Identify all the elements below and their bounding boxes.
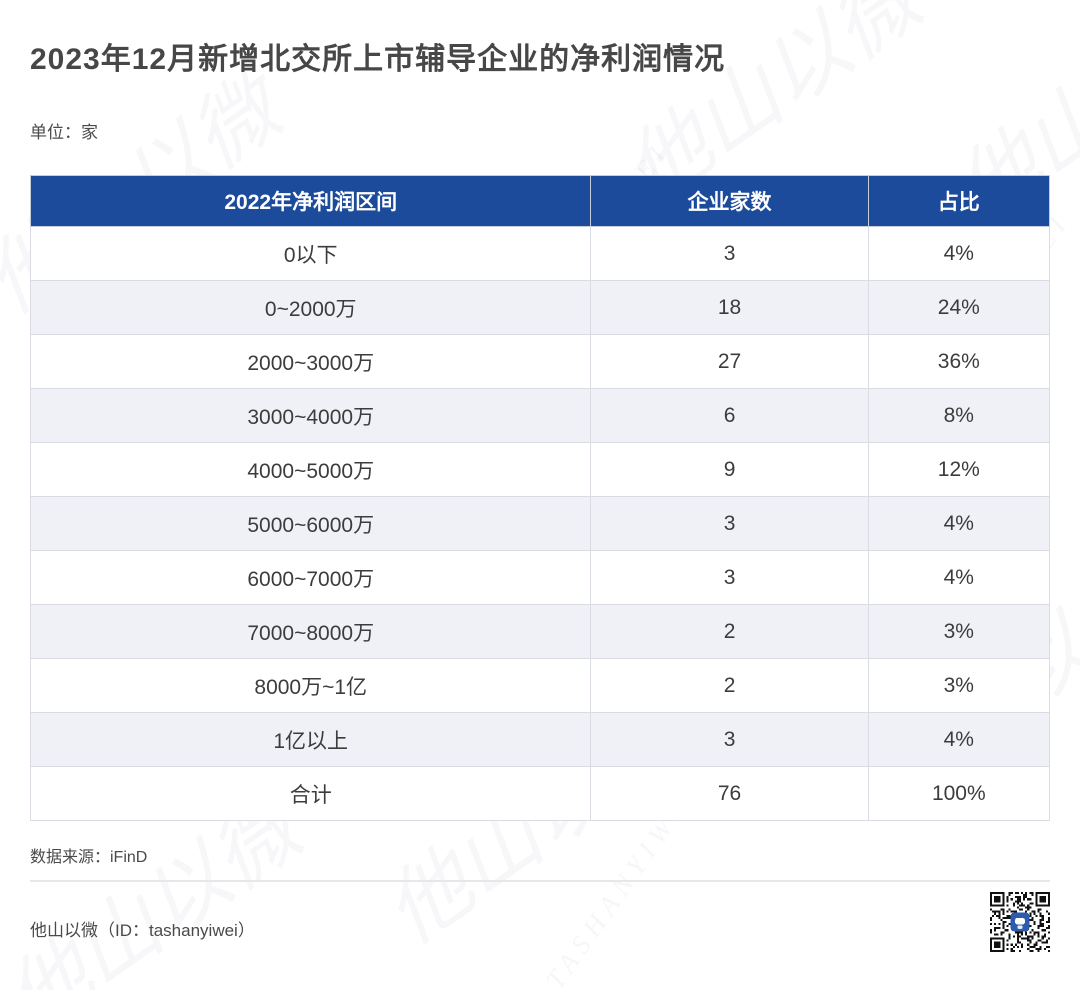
cell-count: 3	[590, 226, 869, 281]
cell-share: 4%	[867, 496, 1051, 551]
footer-row: 他山以微（ID：tashanyiwei）	[30, 882, 1050, 962]
profit-table: 2022年净利润区间 企业家数 占比 0以下 3 4% 0~2000万 18 2…	[29, 175, 1051, 821]
table-row: 1亿以上 3 4%	[29, 712, 1051, 767]
footer-divider	[30, 880, 1050, 882]
header-row: 2022年净利润区间 企业家数 占比	[29, 175, 1051, 227]
table-row: 5000~6000万 3 4%	[29, 496, 1051, 551]
cell-range: 2000~3000万	[29, 334, 592, 389]
cell-range: 1亿以上	[29, 712, 592, 767]
cell-range: 0~2000万	[29, 280, 592, 335]
column-header-count: 企业家数	[590, 175, 869, 227]
data-source-label: 数据来源：iFinD	[30, 849, 148, 866]
table-row: 7000~8000万 2 3%	[29, 604, 1051, 659]
cell-share: 24%	[867, 280, 1051, 335]
cell-range: 5000~6000万	[29, 496, 592, 551]
cell-count: 27	[590, 334, 869, 389]
unit-label: 单位：家	[30, 123, 98, 142]
cell-count: 6	[590, 388, 869, 443]
cell-share: 4%	[867, 550, 1051, 605]
cell-range: 4000~5000万	[29, 442, 592, 497]
table-row: 0~2000万 18 24%	[29, 280, 1051, 335]
table-row: 0以下 3 4%	[29, 226, 1051, 281]
cell-count: 2	[590, 604, 869, 659]
cell-count: 3	[590, 496, 869, 551]
cell-count: 3	[590, 712, 869, 767]
cell-share: 8%	[867, 388, 1051, 443]
cell-count: 76	[590, 766, 869, 821]
cell-count: 2	[590, 658, 869, 713]
column-header-range: 2022年净利润区间	[29, 175, 592, 227]
cell-range: 8000万~1亿	[29, 658, 592, 713]
cell-share: 4%	[867, 712, 1051, 767]
cell-share: 12%	[867, 442, 1051, 497]
cell-range: 3000~4000万	[29, 388, 592, 443]
cell-share: 3%	[867, 604, 1051, 659]
cell-share: 36%	[867, 334, 1051, 389]
page-title: 2023年12月新增北交所上市辅导企业的净利润情况	[30, 43, 726, 76]
table-row: 4000~5000万 9 12%	[29, 442, 1051, 497]
cell-share: 100%	[867, 766, 1051, 821]
table-row: 8000万~1亿 2 3%	[29, 658, 1051, 713]
cell-range: 0以下	[29, 226, 592, 281]
cell-count: 9	[590, 442, 869, 497]
table-row: 2000~3000万 27 36%	[29, 334, 1051, 389]
table-row: 6000~7000万 3 4%	[29, 550, 1051, 605]
qr-code	[990, 892, 1050, 952]
account-label: 他山以微（ID：tashanyiwei）	[30, 921, 255, 940]
cell-range: 6000~7000万	[29, 550, 592, 605]
cell-count: 3	[590, 550, 869, 605]
cell-share: 3%	[867, 658, 1051, 713]
cell-range: 合计	[29, 766, 592, 821]
cell-count: 18	[590, 280, 869, 335]
table-row-total: 合计 76 100%	[29, 766, 1051, 821]
column-header-share: 占比	[867, 175, 1051, 227]
cell-range: 7000~8000万	[29, 604, 592, 659]
cell-share: 4%	[867, 226, 1051, 281]
table-row: 3000~4000万 6 8%	[29, 388, 1051, 443]
